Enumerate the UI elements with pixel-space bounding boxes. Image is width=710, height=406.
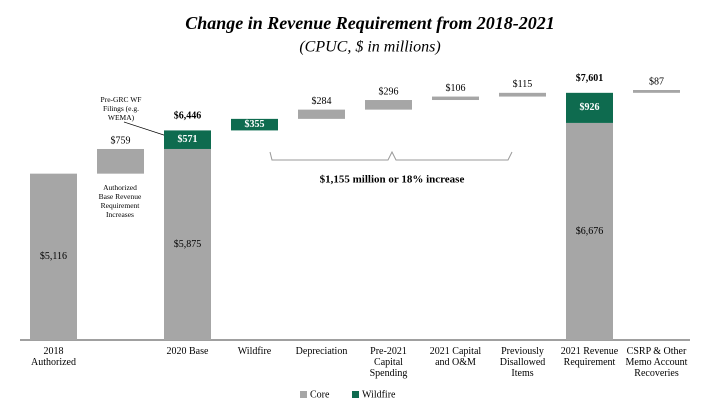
bar	[97, 148, 144, 174]
x-tick-label: Depreciation	[295, 346, 348, 357]
brace	[269, 150, 513, 161]
data-label: $355	[245, 119, 265, 130]
x-tick-label: Pre-2021 Capital Spending	[369, 346, 408, 379]
x-tick-label: 2018 Authorized	[31, 346, 76, 368]
total-label: $7,601	[576, 73, 604, 84]
x-tick-label: 2021 Capital and O&M	[429, 346, 482, 368]
bar	[298, 109, 345, 119]
data-label: $926	[580, 102, 600, 113]
chart-title: Change in Revenue Requirement from 2018-…	[185, 13, 555, 33]
x-tick-label: Previously Disallowed Items	[499, 346, 546, 379]
x-tick-label: 2021 Revenue Requirement	[560, 346, 619, 368]
data-label: $5,875	[174, 239, 202, 250]
bar	[566, 122, 613, 340]
legend-label: Wildfire	[362, 389, 396, 400]
annotation: Pre-GRC WF Filings (e.g. WEMA)	[100, 95, 142, 122]
data-label: $296	[379, 86, 399, 97]
x-tick-label: Wildfire	[237, 346, 272, 357]
bar	[30, 173, 77, 340]
data-label: $571	[178, 134, 198, 145]
annotation: Authorized Base Revenue Requirement Incr…	[98, 183, 142, 219]
bar	[633, 90, 680, 93]
bar	[164, 148, 211, 340]
data-label: $115	[513, 79, 533, 90]
data-label: $6,676	[576, 226, 604, 237]
legend-swatch	[300, 391, 307, 398]
bar	[566, 92, 613, 123]
x-tick-label: CSRP & Other Memo Account Recoveries	[625, 346, 688, 379]
brace-label: $1,155 million or 18% increase	[320, 174, 465, 186]
legend-label: Core	[310, 389, 330, 400]
bar	[231, 118, 278, 131]
x-tick-label: 2020 Base	[166, 346, 209, 357]
bar	[499, 92, 546, 97]
data-label: $284	[312, 96, 332, 107]
data-label: $759	[111, 135, 131, 146]
legend-swatch	[352, 391, 359, 398]
bar	[164, 130, 211, 149]
bar	[365, 100, 412, 110]
data-label: $87	[649, 76, 664, 87]
data-label: $5,116	[40, 251, 67, 262]
data-label: $106	[446, 83, 466, 94]
chart-subtitle: (CPUC, $ in millions)	[299, 39, 440, 56]
total-label: $6,446	[174, 111, 202, 122]
bar	[432, 96, 479, 101]
